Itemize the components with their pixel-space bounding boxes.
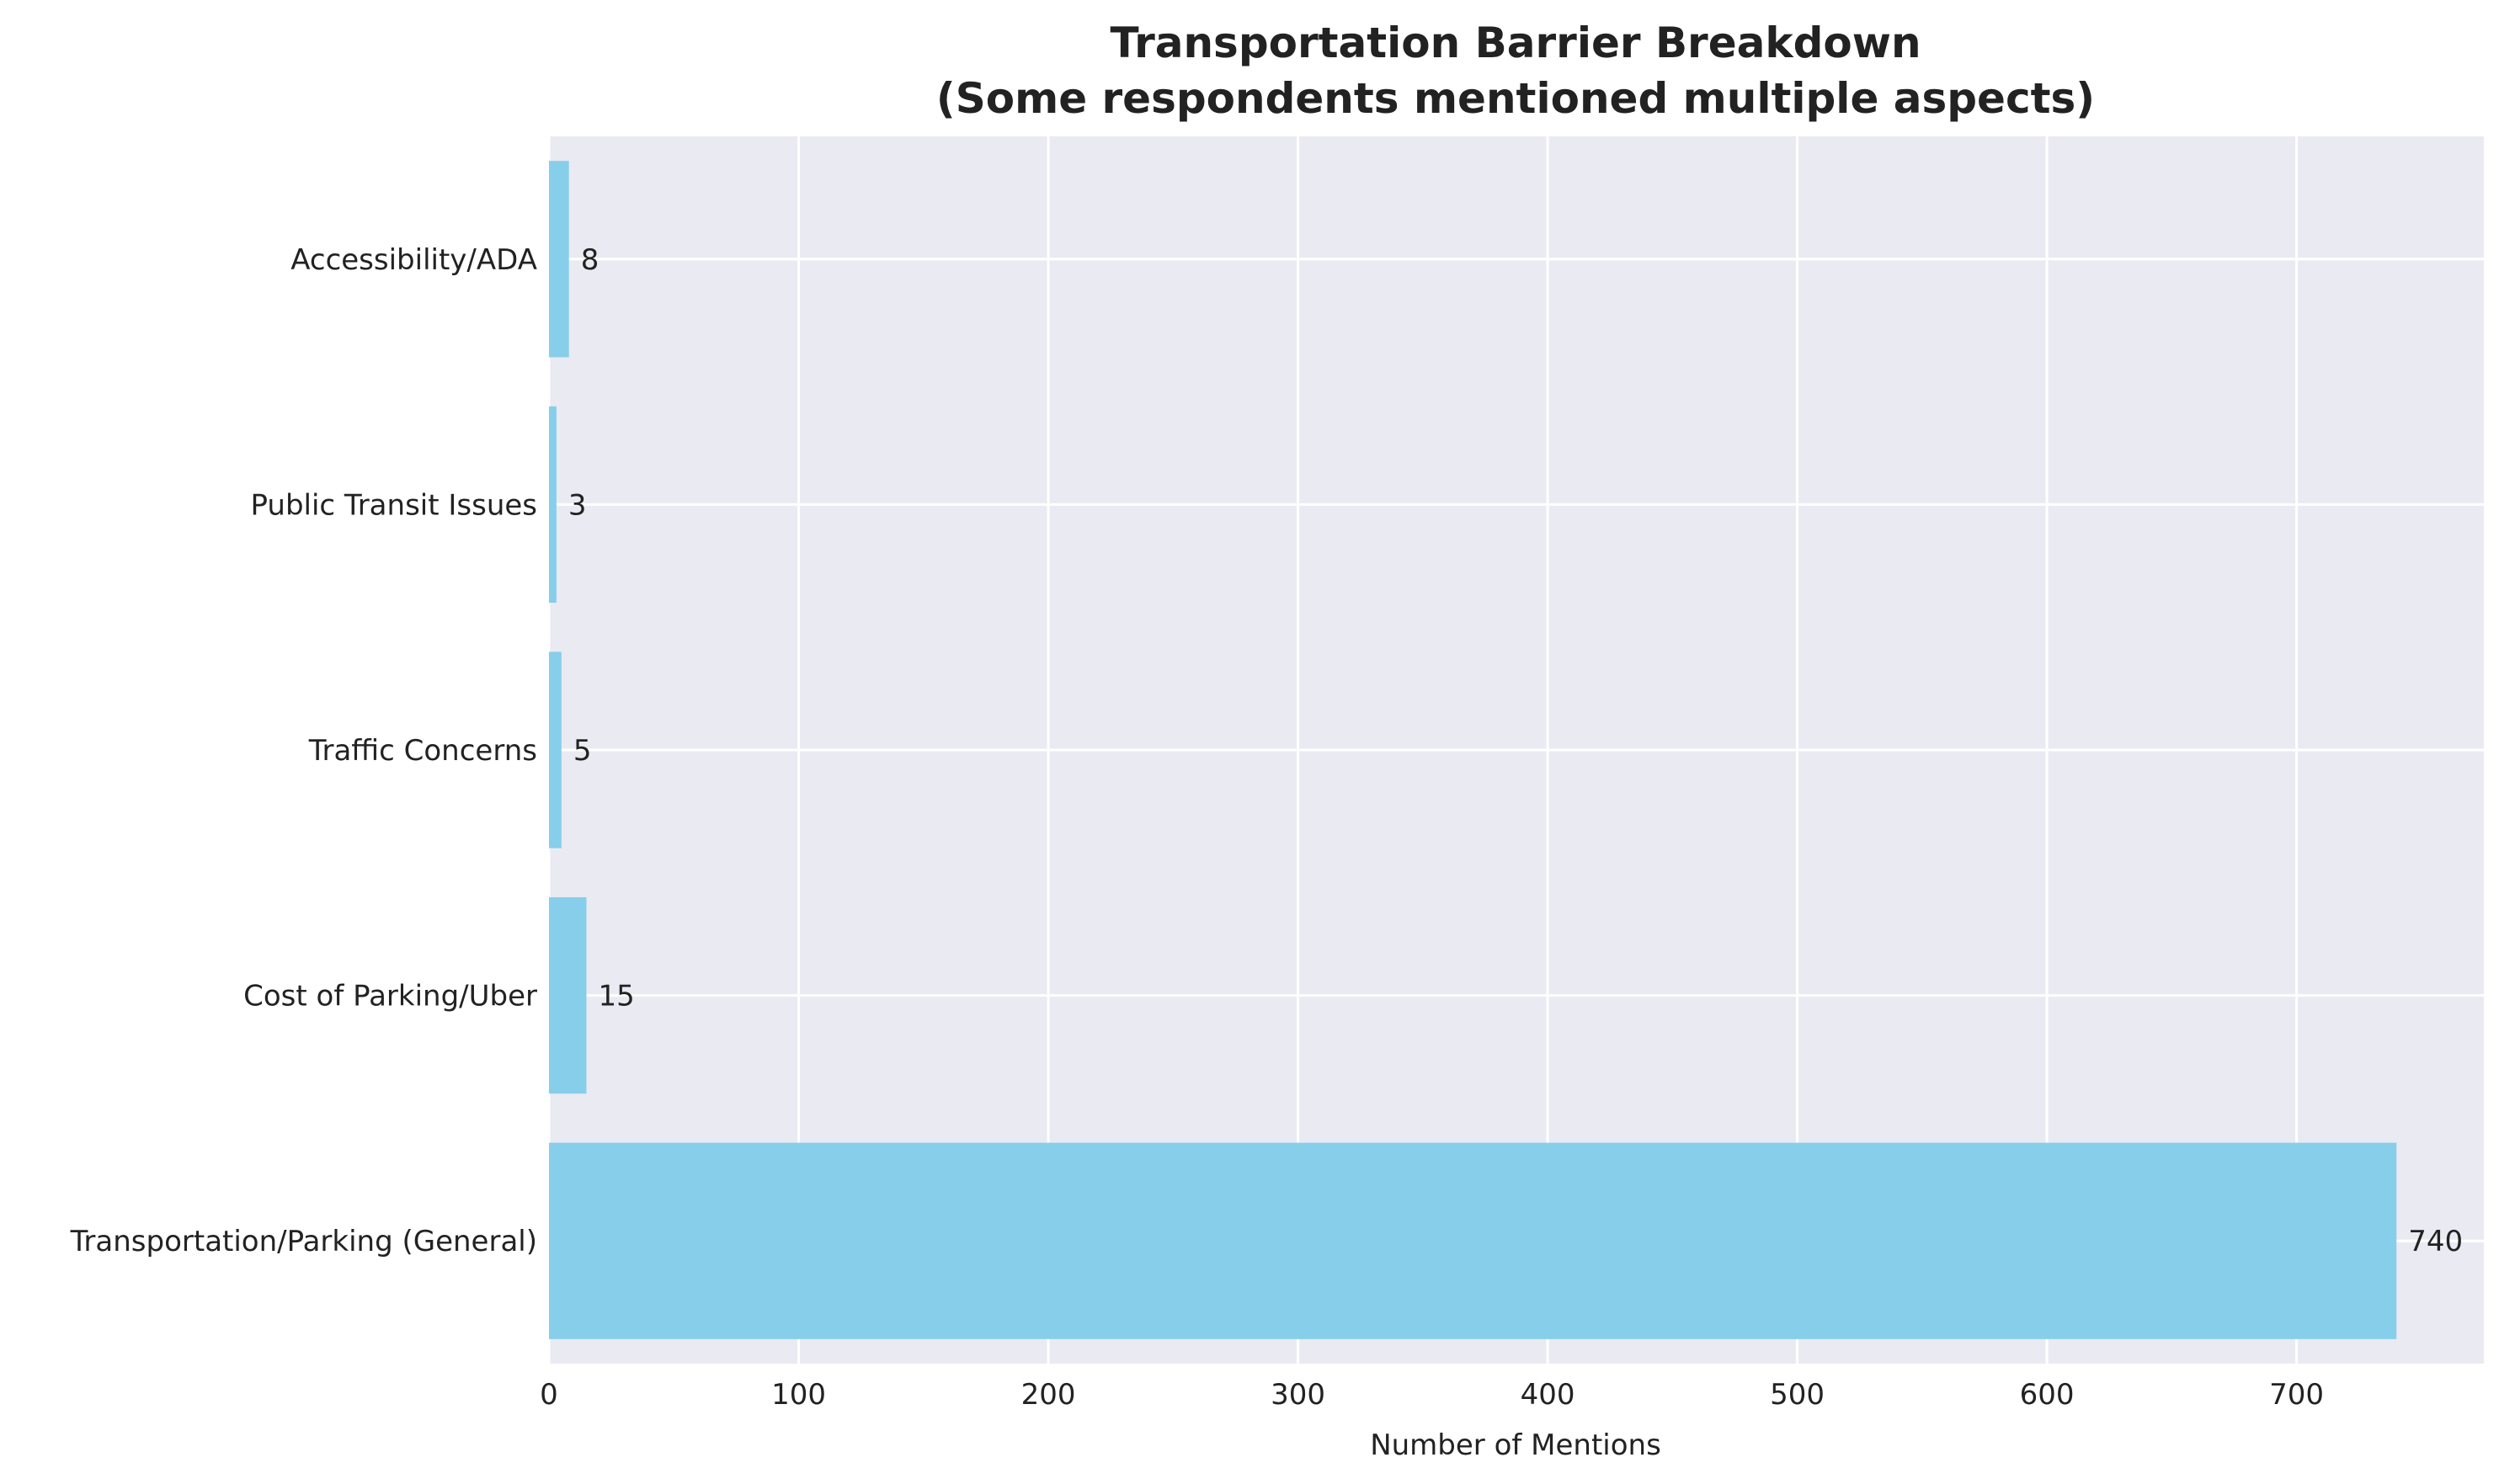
y-tick-label: Public Transit Issues bbox=[251, 488, 538, 522]
x-tick-label: 0 bbox=[540, 1378, 558, 1412]
bar-value-label: 3 bbox=[568, 488, 587, 522]
data-labels: 740 15 5 3 8 bbox=[568, 243, 2463, 1258]
bars bbox=[549, 161, 2397, 1339]
bar-value-label: 5 bbox=[573, 734, 592, 768]
y-tick-label: Accessibility/ADA bbox=[290, 243, 537, 277]
bar-value-label: 15 bbox=[598, 980, 634, 1013]
x-tick-label: 300 bbox=[1271, 1378, 1325, 1412]
y-tick-labels: Transportation/Parking (General) Cost of … bbox=[70, 243, 537, 1258]
bar bbox=[549, 652, 562, 848]
bar bbox=[549, 896, 587, 1094]
x-axis-label: Number of Mentions bbox=[1370, 1428, 1661, 1462]
x-tick-labels: 0 100 200 300 400 500 600 700 bbox=[540, 1378, 2324, 1412]
bar bbox=[549, 1142, 2397, 1339]
bar bbox=[549, 161, 569, 358]
bar-value-label: 8 bbox=[581, 243, 599, 277]
x-tick-label: 200 bbox=[1021, 1378, 1076, 1412]
x-tick-label: 400 bbox=[1521, 1378, 1575, 1412]
y-tick-label: Traffic Concerns bbox=[308, 734, 537, 768]
y-tick-label: Transportation/Parking (General) bbox=[70, 1225, 537, 1258]
bar bbox=[549, 406, 557, 604]
x-tick-label: 100 bbox=[771, 1378, 826, 1412]
x-tick-label: 700 bbox=[2269, 1378, 2324, 1412]
bar-value-label: 740 bbox=[2408, 1225, 2463, 1258]
x-tick-label: 600 bbox=[2020, 1378, 2075, 1412]
chart-subtitle: (Some respondents mentioned multiple asp… bbox=[936, 74, 2095, 123]
chart-title: Transportation Barrier Breakdown bbox=[1110, 19, 1921, 67]
x-tick-label: 500 bbox=[1770, 1378, 1825, 1412]
y-tick-label: Cost of Parking/Uber bbox=[243, 980, 537, 1013]
